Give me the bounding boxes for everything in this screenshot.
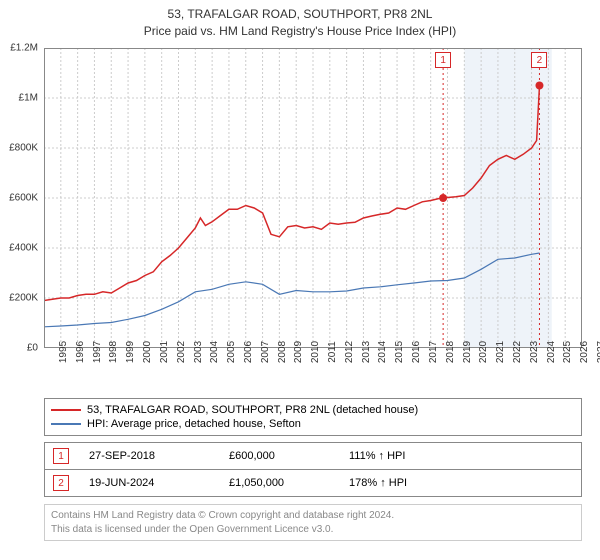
chart-container: 53, TRAFALGAR ROAD, SOUTHPORT, PR8 2NL P… [0,0,600,560]
marker-table-row: 1 27-SEP-2018£600,000111% ↑ HPI [45,443,581,469]
legend-item: HPI: Average price, detached house, Seft… [51,417,575,431]
marker-date: 19-JUN-2024 [89,477,229,489]
legend-label: 53, TRAFALGAR ROAD, SOUTHPORT, PR8 2NL (… [87,404,418,416]
plot-area: 12 [44,48,582,348]
title-line-2: Price paid vs. HM Land Registry's House … [0,23,600,40]
y-tick-label: £1.2M [10,43,38,54]
chart-title: 53, TRAFALGAR ROAD, SOUTHPORT, PR8 2NL P… [0,0,600,40]
marker-date: 27-SEP-2018 [89,450,229,462]
marker-badge: 1 [53,448,69,464]
legend-swatch [51,409,81,411]
chart-marker-badge: 1 [435,52,451,68]
y-tick-label: £400K [9,243,38,254]
legend-item: 53, TRAFALGAR ROAD, SOUTHPORT, PR8 2NL (… [51,403,575,417]
x-axis: 1995199619971998199920002001200220032004… [44,350,582,394]
marker-price: £600,000 [229,450,349,462]
chart-marker-badge: 2 [531,52,547,68]
marker-pct-vs-hpi: 178% ↑ HPI [349,477,449,489]
y-tick-label: £0 [27,343,38,354]
marker-table-row: 2 19-JUN-2024£1,050,000178% ↑ HPI [45,469,581,496]
y-tick-label: £800K [9,143,38,154]
footer-attribution: Contains HM Land Registry data © Crown c… [44,504,582,541]
y-tick-label: £200K [9,293,38,304]
marker-price: £1,050,000 [229,477,349,489]
legend-label: HPI: Average price, detached house, Seft… [87,418,301,430]
title-line-1: 53, TRAFALGAR ROAD, SOUTHPORT, PR8 2NL [0,6,600,23]
y-tick-label: £600K [9,193,38,204]
y-axis: £0£200K£400K£600K£800K£1M£1.2M [0,48,40,348]
marker-data-table: 1 27-SEP-2018£600,000111% ↑ HPI 2 19-JUN-20… [44,442,582,497]
legend-swatch [51,423,81,425]
marker-badge: 2 [53,475,69,491]
y-tick-label: £1M [19,93,38,104]
legend: 53, TRAFALGAR ROAD, SOUTHPORT, PR8 2NL (… [44,398,582,436]
x-tick-label: 2027 [582,341,600,363]
marker-pct-vs-hpi: 111% ↑ HPI [349,450,449,462]
footer-line-2: This data is licensed under the Open Gov… [51,523,575,537]
footer-line-1: Contains HM Land Registry data © Crown c… [51,509,575,523]
line-chart-svg [44,48,582,348]
